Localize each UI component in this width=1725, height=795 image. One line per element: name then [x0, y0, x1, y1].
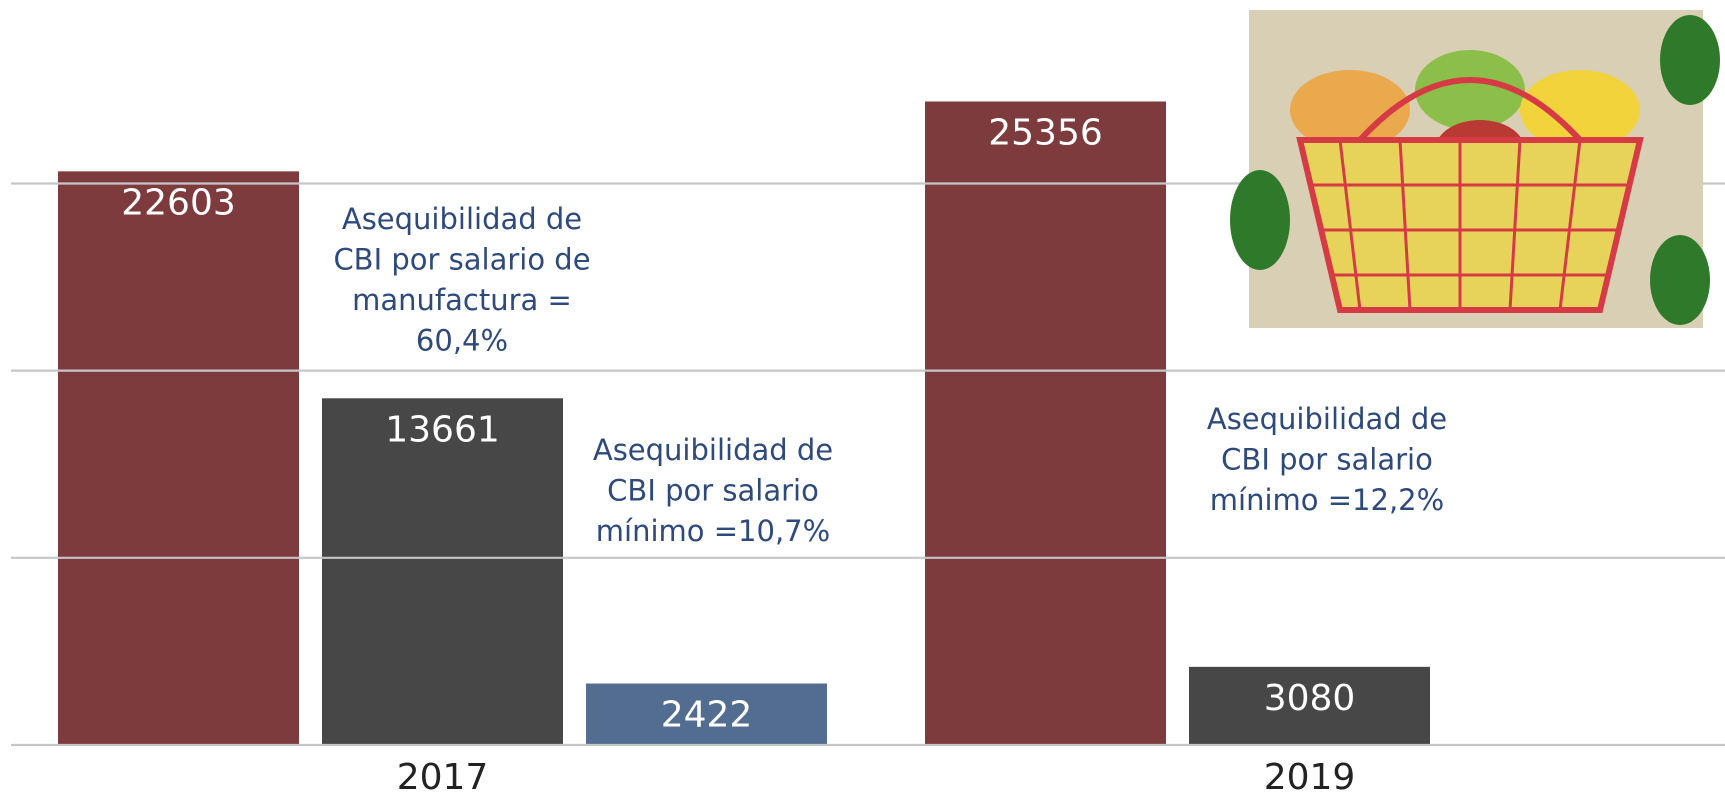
annotation: manufactura = [352, 283, 572, 317]
annotation: mínimo =12,2% [1210, 483, 1444, 517]
value-label: 13661 [385, 409, 500, 450]
bar [58, 171, 299, 745]
value-label: 22603 [121, 182, 236, 223]
annotation: CBI por salario [1221, 443, 1433, 477]
annotation: Asequibilidad de [593, 433, 833, 467]
annotation: Asequibilidad de [342, 202, 582, 236]
annotation: CBI por salario [607, 474, 819, 508]
value-label: 2422 [661, 695, 753, 736]
x-tick-label: 2019 [1264, 757, 1356, 795]
value-label: 25356 [988, 112, 1103, 153]
chart: 22603 13661 2422 2017 25356 3080 2019 Asequibi… [0, 0, 1725, 795]
bar [925, 101, 1166, 745]
basket-picture [1230, 10, 1720, 328]
annotation: Asequibilidad de [1207, 402, 1447, 436]
annotation: 60,4% [416, 324, 508, 358]
annotation: CBI por salario de [333, 243, 590, 277]
value-label: 3080 [1264, 678, 1356, 719]
bar [322, 398, 563, 745]
x-tick-label: 2017 [397, 757, 489, 795]
page: 22603 13661 2422 2017 25356 3080 2019 Asequibi… [0, 0, 1725, 795]
annotation: mínimo =10,7% [596, 514, 830, 548]
